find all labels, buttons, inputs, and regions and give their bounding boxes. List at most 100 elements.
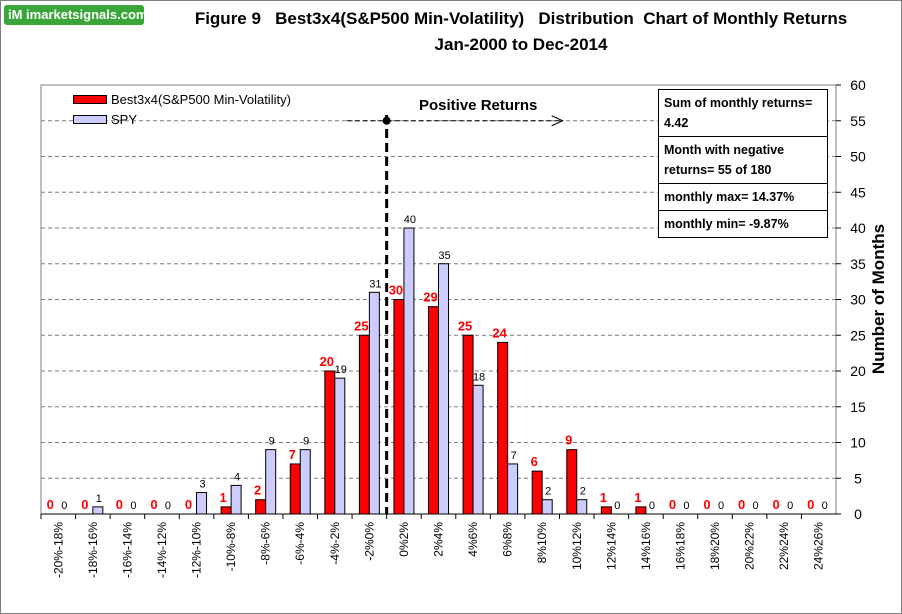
data-label-best3x4: 30 [389, 283, 403, 298]
data-label-best3x4: 0 [738, 497, 745, 512]
data-label-best3x4: 1 [600, 490, 607, 505]
data-label-spy: 0 [753, 500, 759, 512]
data-label-spy: 1 [96, 493, 102, 505]
bar-best3x4 [289, 463, 301, 515]
data-label-best3x4: 0 [47, 497, 54, 512]
data-label-spy: 7 [511, 450, 517, 462]
y-tick-label: 60 [850, 77, 866, 93]
x-tick-label: -10%-8% [224, 522, 238, 572]
data-label-spy: 9 [269, 436, 275, 448]
data-label-best3x4: 20 [320, 354, 334, 369]
bar-best3x4 [566, 449, 578, 515]
bar-spy [92, 506, 104, 515]
data-label-best3x4: 9 [565, 433, 572, 448]
bar-spy [334, 377, 346, 515]
y-tick-label: 55 [850, 113, 866, 129]
data-label-spy: 3 [199, 479, 205, 491]
bar-spy [438, 263, 449, 515]
data-label-best3x4: 7 [289, 447, 296, 462]
bar-spy [368, 291, 380, 515]
bar-best3x4 [428, 306, 439, 515]
data-label-spy: 40 [404, 214, 416, 226]
x-tick-label: 22%24% [777, 522, 791, 570]
x-tick-label: 18%20% [708, 522, 722, 570]
data-label-spy: 9 [303, 436, 309, 448]
y-tick-label: 45 [850, 184, 866, 200]
stats-box: Sum of monthly returns= 4.42 Month with … [658, 89, 828, 238]
y-tick-label: 40 [850, 220, 866, 236]
y-tick-label: 35 [850, 256, 866, 272]
x-tick-label: 8%10% [535, 522, 549, 564]
bar-spy [230, 484, 242, 515]
positive-returns-arrow-dot [382, 116, 391, 125]
data-label-best3x4: 0 [773, 497, 780, 512]
positive-returns-annotation: Positive Returns [419, 97, 538, 114]
bar-spy [299, 449, 311, 515]
bar-spy [541, 499, 553, 515]
x-tick-label: 10%12% [570, 522, 584, 570]
bar-best3x4 [635, 506, 647, 515]
x-tick-label: 6%8% [501, 522, 515, 557]
x-tick-label: 2%4% [432, 522, 446, 557]
data-label-spy: 0 [61, 500, 67, 512]
x-tick-label: 0%2% [397, 522, 411, 557]
data-label-best3x4: 6 [531, 454, 538, 469]
data-label-spy: 0 [718, 500, 724, 512]
x-tick-label: 4%6% [466, 522, 480, 557]
x-tick-label: -6%-4% [293, 522, 307, 565]
data-label-best3x4: 0 [703, 497, 710, 512]
data-label-best3x4: 0 [185, 497, 192, 512]
chart-subtitle: Jan-2000 to Dec-2014 [434, 35, 608, 54]
bar-best3x4 [393, 299, 405, 515]
x-tick-label: -8%-6% [259, 522, 273, 565]
y-tick-label: 0 [854, 506, 862, 522]
data-label-best3x4: 25 [458, 318, 472, 333]
legend-item-best3x4: Best3x4(S&P500 Min-Volatility) [73, 89, 291, 109]
data-label-spy: 2 [580, 486, 586, 498]
data-label-best3x4: 1 [634, 490, 641, 505]
legend-swatch-best3x4 [73, 94, 107, 104]
data-label-spy: 0 [787, 500, 793, 512]
x-tick-label: -14%-12% [155, 522, 169, 578]
data-label-spy: 4 [234, 471, 240, 483]
x-tick-label: -20%-18% [51, 522, 65, 578]
legend-label-best3x4: Best3x4(S&P500 Min-Volatility) [111, 91, 291, 107]
data-label-spy: 35 [438, 250, 450, 262]
data-label-best3x4: 2 [254, 483, 261, 498]
x-tick-label: -16%-14% [120, 522, 134, 578]
bar-best3x4 [220, 506, 232, 515]
data-label-spy: 19 [335, 364, 347, 376]
bar-spy [403, 227, 415, 515]
x-tick-label: 12%14% [604, 522, 618, 570]
chart-title: Figure 9 Best3x4(S&P500 Min-Volatility) … [194, 9, 848, 28]
bar-best3x4 [462, 334, 474, 515]
data-label-best3x4: 0 [116, 497, 123, 512]
y-tick-label: 25 [850, 327, 866, 343]
data-label-best3x4: 1 [219, 490, 226, 505]
bar-best3x4 [497, 341, 509, 515]
x-tick-label: 24%26% [812, 522, 826, 570]
x-tick-label: 20%22% [743, 522, 757, 570]
x-tick-label: -4%-2% [328, 522, 342, 565]
y-tick-label: 20 [850, 363, 866, 379]
data-label-best3x4: 0 [807, 497, 814, 512]
bar-best3x4 [358, 334, 370, 515]
x-tick-label: -2%0% [362, 522, 376, 561]
legend-item-spy: SPY [73, 109, 291, 129]
legend: Best3x4(S&P500 Min-Volatility) SPY [73, 89, 291, 129]
legend-swatch-spy [73, 114, 107, 124]
data-label-best3x4: 25 [354, 318, 368, 333]
data-label-spy: 31 [369, 278, 381, 290]
y-axis-label: Number of Months [869, 223, 888, 375]
x-tick-label: 14%16% [639, 522, 653, 570]
bar-spy [507, 463, 519, 515]
bar-best3x4 [531, 470, 543, 515]
data-label-best3x4: 0 [669, 497, 676, 512]
positive-returns-arrow-head [551, 115, 564, 127]
data-label-spy: 0 [822, 500, 828, 512]
bar-best3x4 [600, 506, 612, 515]
x-tick-label: 16%18% [673, 522, 687, 570]
y-tick-label: 5 [854, 470, 862, 486]
legend-label-spy: SPY [111, 111, 138, 127]
